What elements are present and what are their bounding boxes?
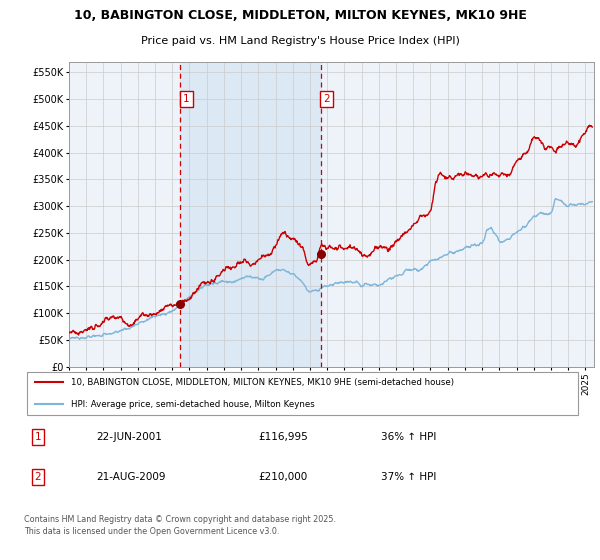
FancyBboxPatch shape xyxy=(27,371,578,416)
Text: 1: 1 xyxy=(183,94,190,104)
Text: Contains HM Land Registry data © Crown copyright and database right 2025.
This d: Contains HM Land Registry data © Crown c… xyxy=(24,515,336,535)
Text: 22-JUN-2001: 22-JUN-2001 xyxy=(97,432,163,442)
Text: 2: 2 xyxy=(35,472,41,482)
Text: £116,995: £116,995 xyxy=(259,432,308,442)
Text: Price paid vs. HM Land Registry's House Price Index (HPI): Price paid vs. HM Land Registry's House … xyxy=(140,36,460,46)
Text: 1: 1 xyxy=(35,432,41,442)
Text: 21-AUG-2009: 21-AUG-2009 xyxy=(97,472,166,482)
Text: 10, BABINGTON CLOSE, MIDDLETON, MILTON KEYNES, MK10 9HE (semi-detached house): 10, BABINGTON CLOSE, MIDDLETON, MILTON K… xyxy=(71,378,454,387)
Text: 37% ↑ HPI: 37% ↑ HPI xyxy=(381,472,436,482)
Text: 10, BABINGTON CLOSE, MIDDLETON, MILTON KEYNES, MK10 9HE: 10, BABINGTON CLOSE, MIDDLETON, MILTON K… xyxy=(74,9,526,22)
Text: £210,000: £210,000 xyxy=(259,472,308,482)
Text: 2: 2 xyxy=(323,94,330,104)
Text: HPI: Average price, semi-detached house, Milton Keynes: HPI: Average price, semi-detached house,… xyxy=(71,400,315,409)
Text: 36% ↑ HPI: 36% ↑ HPI xyxy=(381,432,436,442)
Bar xyxy=(181,62,321,367)
